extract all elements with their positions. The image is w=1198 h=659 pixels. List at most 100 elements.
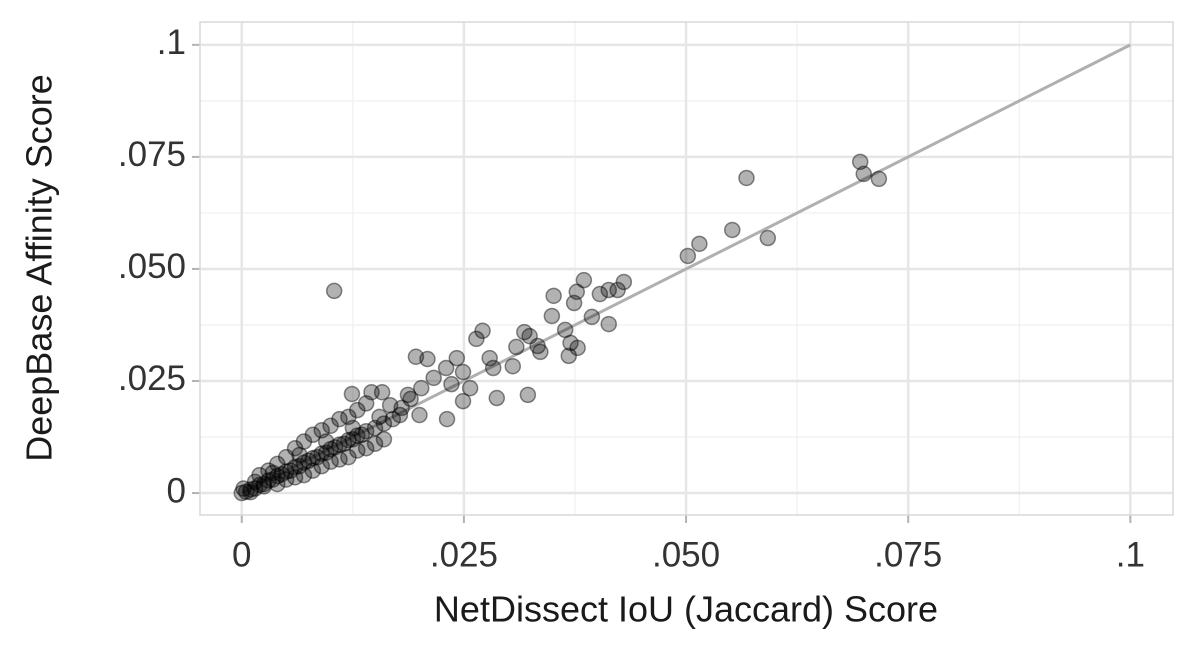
- point: [556, 321, 574, 339]
- point: [529, 337, 546, 355]
- y-axis-title: DeepBase Affinity Score: [19, 74, 60, 462]
- point: [273, 465, 290, 483]
- point: [260, 462, 277, 479]
- point: [326, 439, 344, 456]
- point: [591, 285, 609, 303]
- point: [304, 462, 322, 479]
- point: [366, 419, 384, 437]
- y-tick-label: .075: [118, 135, 186, 174]
- point: [759, 229, 777, 247]
- point: [543, 307, 561, 325]
- point: [286, 469, 304, 486]
- point: [411, 406, 428, 424]
- point: [331, 451, 348, 468]
- point: [269, 467, 286, 485]
- point: [269, 475, 286, 493]
- point: [340, 408, 357, 426]
- point: [384, 410, 402, 428]
- point: [313, 422, 330, 439]
- point: [615, 273, 633, 291]
- point: [277, 471, 295, 488]
- x-tick-label: .075: [874, 535, 942, 574]
- point: [560, 347, 578, 365]
- point: [855, 165, 873, 183]
- point: [545, 287, 562, 305]
- point: [344, 431, 362, 448]
- y-tick-label: 0: [167, 471, 186, 510]
- point: [516, 323, 533, 341]
- point: [242, 483, 259, 501]
- point: [313, 457, 330, 475]
- point: [255, 475, 273, 493]
- point: [373, 383, 391, 401]
- point: [246, 473, 264, 491]
- point: [304, 426, 322, 444]
- point: [738, 169, 755, 187]
- point: [402, 390, 419, 408]
- point: [363, 383, 380, 401]
- point: [277, 463, 295, 480]
- point: [295, 454, 313, 471]
- point: [344, 419, 362, 437]
- point: [600, 315, 617, 333]
- point: [870, 170, 888, 188]
- point: [484, 359, 502, 377]
- point: [357, 395, 375, 412]
- point: [357, 439, 375, 457]
- point: [454, 392, 472, 410]
- x-tick-label: .1: [1116, 535, 1145, 574]
- point: [322, 417, 339, 435]
- point: [488, 389, 506, 407]
- point: [237, 483, 255, 500]
- point: [461, 379, 479, 397]
- point: [335, 435, 353, 452]
- point: [600, 281, 617, 299]
- point: [562, 334, 579, 352]
- point: [481, 349, 498, 367]
- point: [322, 440, 339, 458]
- point: [357, 422, 375, 440]
- point: [851, 153, 869, 171]
- point: [366, 435, 384, 452]
- point: [304, 449, 322, 467]
- reference-line: [241, 43, 1132, 495]
- point: [381, 396, 399, 414]
- x-tick-label: 0: [232, 535, 251, 574]
- point: [246, 480, 264, 497]
- y-tick-label: .1: [157, 23, 186, 62]
- point: [569, 339, 586, 357]
- point: [233, 484, 251, 502]
- x-tick-label: .050: [652, 535, 720, 574]
- point: [309, 448, 326, 466]
- point: [691, 235, 708, 253]
- point: [393, 399, 410, 417]
- point: [565, 294, 583, 312]
- point: [474, 322, 491, 340]
- point: [343, 385, 361, 403]
- point: [291, 457, 308, 475]
- point: [322, 453, 339, 470]
- point: [251, 476, 268, 494]
- point: [443, 375, 460, 393]
- point: [448, 349, 466, 367]
- point: [375, 415, 393, 432]
- point: [425, 369, 442, 387]
- point: [532, 343, 549, 361]
- x-axis-title: NetDissect IoU (Jaccard) Score: [434, 589, 938, 630]
- point: [295, 433, 313, 450]
- point: [295, 466, 313, 484]
- point: [269, 455, 286, 473]
- point: [251, 466, 268, 484]
- point: [568, 283, 586, 301]
- point: [340, 448, 357, 466]
- y-tick-label: .050: [118, 247, 186, 286]
- x-tick-label: .025: [430, 535, 498, 574]
- point: [438, 410, 456, 428]
- point: [521, 327, 538, 345]
- point: [454, 363, 472, 381]
- point: [242, 481, 259, 498]
- point: [519, 386, 537, 404]
- point: [609, 281, 626, 299]
- point: [371, 408, 388, 426]
